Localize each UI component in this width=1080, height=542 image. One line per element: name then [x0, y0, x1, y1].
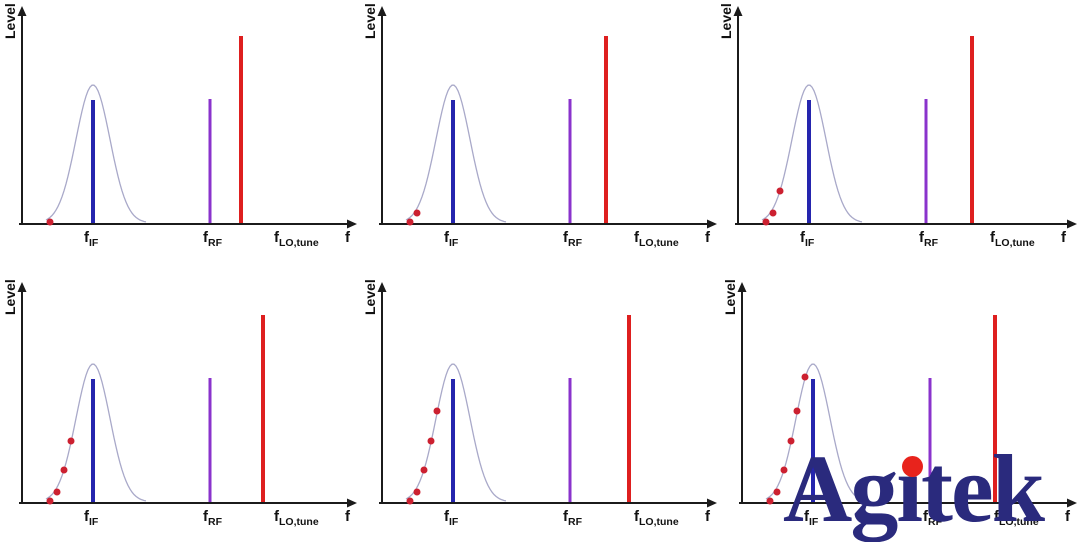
sweep-sample-dot [406, 218, 414, 226]
sweep-sample-dot [787, 437, 795, 445]
sweep-sample-dot [769, 209, 777, 217]
f-rf-label: fRF [919, 229, 939, 249]
if-filter-curve [45, 363, 147, 502]
y-axis-arrow-icon [17, 282, 27, 292]
f-if-label: fIF [84, 229, 99, 249]
sweep-sample-dot [406, 497, 414, 505]
spectrum-plot: Level fIF fRF fLO,tune f [362, 279, 717, 528]
f-lo-tune-label: fLO,tune [634, 229, 679, 249]
f-rf-label: fRF [203, 229, 223, 249]
f-if-label: fIF [804, 508, 819, 528]
sweep-sample-dot [46, 497, 54, 505]
x-axis-arrow-icon [347, 219, 357, 229]
y-axis-label: Level [362, 279, 378, 315]
sweep-sample-dot [427, 437, 435, 445]
f-if-label: fIF [444, 508, 459, 528]
sweep-sample-dot [60, 466, 68, 474]
spectrum-plot: Level fIF fRF fLO,tune f [720, 3, 1077, 249]
f-if-label: fIF [84, 508, 99, 528]
y-axis-arrow-icon [17, 6, 27, 16]
sweep-sample-dot [420, 466, 428, 474]
x-axis-label: f [1065, 508, 1071, 525]
y-axis-arrow-icon [377, 6, 387, 16]
panel-sweep-step-2: Level fIF fRF fLO,tune f [360, 0, 720, 266]
f-rf-label: fRF [923, 508, 943, 528]
y-axis-arrow-icon [733, 6, 743, 16]
f-if-label: fIF [800, 229, 815, 249]
sweep-sample-dot [766, 497, 774, 505]
sweep-sample-dot [773, 488, 781, 496]
spectrum-plot: Level fIF fRF fLO,tune f [722, 279, 1077, 528]
x-axis-label: f [345, 508, 351, 525]
f-lo-tune-label: fLO,tune [990, 229, 1035, 249]
f-lo-tune-label: fLO,tune [274, 229, 319, 249]
spectrum-plot: Level fIF fRF fLO,tune f [2, 3, 357, 249]
f-lo-tune-label: fLO,tune [994, 508, 1039, 528]
x-axis-label: f [705, 229, 711, 246]
panel-sweep-step-4: Level fIF fRF fLO,tune f [0, 266, 360, 533]
if-filter-curve [45, 84, 147, 223]
sweep-sample-dot [801, 373, 809, 381]
f-if-label: fIF [444, 229, 459, 249]
sweep-sample-dot [53, 488, 61, 496]
f-lo-tune-label: fLO,tune [274, 508, 319, 528]
f-lo-tune-label: fLO,tune [634, 508, 679, 528]
spectrum-plot: Level fIF fRF fLO,tune f [362, 3, 717, 249]
panel-sweep-step-6: Level fIF fRF fLO,tune f [720, 266, 1080, 533]
if-filter-curve [405, 84, 507, 223]
sweep-sample-dot [780, 466, 788, 474]
x-axis-label: f [345, 229, 351, 246]
panel-sweep-step-1: Level fIF fRF fLO,tune f [0, 0, 360, 266]
x-axis-label: f [1061, 229, 1067, 246]
sweep-sample-dot [776, 187, 784, 195]
if-filter-curve [761, 84, 863, 223]
y-axis-arrow-icon [737, 282, 747, 292]
f-rf-label: fRF [563, 229, 583, 249]
sweep-sample-dot [67, 437, 75, 445]
if-filter-curve [405, 363, 507, 502]
y-axis-label: Level [2, 279, 18, 315]
y-axis-label: Level [722, 279, 738, 315]
y-axis-label: Level [720, 3, 734, 39]
x-axis-arrow-icon [1067, 498, 1077, 508]
sweep-sample-dot [793, 407, 801, 415]
sweep-sample-dot [413, 209, 421, 217]
x-axis-arrow-icon [347, 498, 357, 508]
x-axis-arrow-icon [707, 498, 717, 508]
f-rf-label: fRF [203, 508, 223, 528]
x-axis-arrow-icon [1067, 219, 1077, 229]
y-axis-arrow-icon [377, 282, 387, 292]
panel-sweep-step-3: Level fIF fRF fLO,tune f [720, 0, 1080, 266]
sweep-sample-dot [433, 407, 441, 415]
panel-sweep-step-5: Level fIF fRF fLO,tune f [360, 266, 720, 533]
x-axis-label: f [705, 508, 711, 525]
sweep-sample-dot [762, 218, 770, 226]
if-filter-curve [765, 363, 867, 502]
y-axis-label: Level [362, 3, 378, 39]
x-axis-arrow-icon [707, 219, 717, 229]
sweep-sample-dot [46, 218, 54, 226]
sweep-sample-dot [413, 488, 421, 496]
y-axis-label: Level [2, 3, 18, 39]
spectrum-plot: Level fIF fRF fLO,tune f [2, 279, 357, 528]
f-rf-label: fRF [563, 508, 583, 528]
